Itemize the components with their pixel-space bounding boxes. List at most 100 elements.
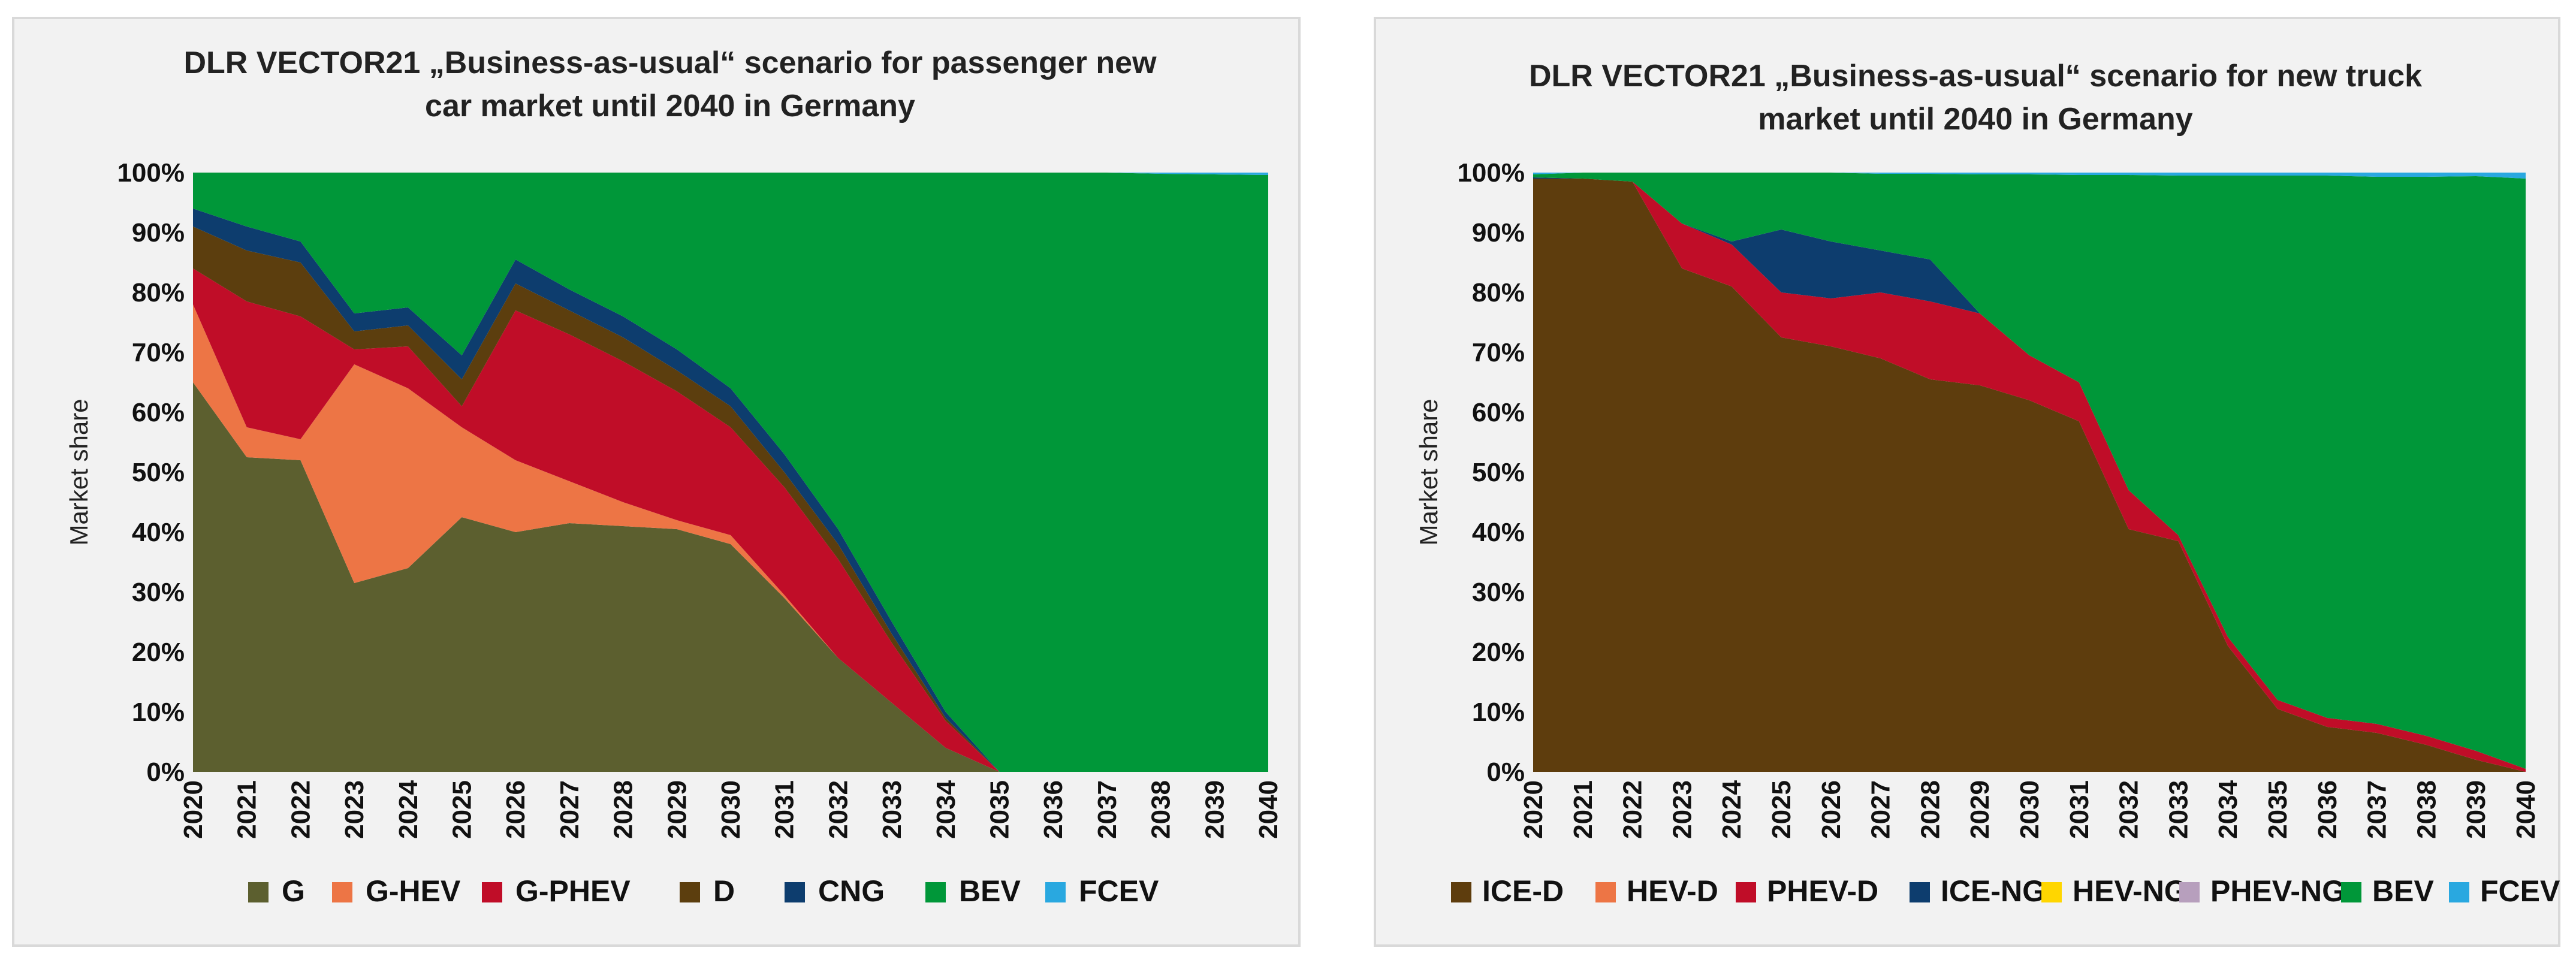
x-tick-label: 2025 [448, 780, 477, 839]
x-tick-label: 2026 [501, 780, 530, 839]
x-tick-label: 2039 [2462, 780, 2491, 839]
y-tick-label: 10% [132, 698, 185, 727]
y-axis-title: Market share [1414, 399, 1443, 545]
chart-title-line-1: DLR VECTOR21 „Business-as-usual“ scenari… [183, 46, 1157, 80]
legend-swatch [2041, 882, 2062, 902]
x-tick-label: 2038 [1147, 780, 1176, 839]
x-tick-label: 2032 [824, 780, 853, 839]
legend-item-hev-ng: HEV-NG [2041, 874, 2188, 908]
legend-item-g-phev: G-PHEV [482, 874, 631, 908]
y-tick-label: 30% [132, 578, 185, 607]
y-tick-label: 60% [1472, 398, 1525, 427]
y-tick-label: 80% [132, 278, 185, 307]
x-tick-label: 2037 [2363, 780, 2392, 839]
y-tick-label: 20% [132, 638, 185, 667]
legend-swatch [2449, 882, 2469, 902]
legend-swatch [248, 882, 269, 902]
x-tick-label: 2021 [233, 780, 262, 839]
area-series-d [193, 227, 1268, 772]
y-tick-label: 50% [1472, 458, 1525, 487]
legend-item-ice-d: ICE-D [1451, 874, 1564, 908]
legend-swatch [1045, 882, 1066, 902]
x-tick-label: 2030 [2015, 780, 2044, 839]
x-tick-label: 2024 [1717, 780, 1747, 838]
legend-item-phev-ng: PHEV-NG [2179, 874, 2345, 908]
legend-label: PHEV-NG [2210, 874, 2345, 908]
legend-swatch [2179, 882, 2200, 902]
legend-item-phev-d: PHEV-D [1736, 874, 1878, 908]
legend-swatch [1451, 882, 1471, 902]
y-tick-label: 100% [117, 158, 185, 188]
legend-label: D [713, 874, 735, 908]
truck-chart: DLR VECTOR21 „Business-as-usual“ scenari… [1414, 59, 2560, 908]
y-tick-label: 70% [1472, 338, 1525, 367]
legend-item-fcev: FCEV [1045, 874, 1159, 908]
legend-item-hev-d: HEV-D [1595, 874, 1718, 908]
x-tick-label: 2028 [1916, 780, 1945, 839]
x-tick-label: 2028 [609, 780, 638, 839]
x-tick-label: 2029 [662, 780, 692, 839]
x-tick-label: 2036 [1039, 780, 1068, 839]
legend-label: HEV-NG [2073, 874, 2188, 908]
y-tick-label: 10% [1472, 698, 1525, 727]
x-tick-label: 2020 [1519, 780, 1548, 839]
legend-item-d: D [680, 874, 735, 908]
legend-label: BEV [959, 874, 1021, 908]
x-tick-label: 2037 [1093, 780, 1122, 839]
x-tick-label: 2036 [2313, 780, 2342, 839]
x-tick-label: 2022 [286, 780, 315, 839]
x-tick-label: 2030 [716, 780, 746, 839]
y-tick-label: 50% [132, 458, 185, 487]
legend-item-g: G [248, 874, 305, 908]
area-series-bev [193, 173, 1268, 772]
y-tick-label: 0% [146, 757, 185, 787]
x-tick-label: 2040 [2511, 780, 2541, 839]
x-tick-label: 2029 [1965, 780, 1995, 839]
legend-swatch [332, 882, 352, 902]
area-series-g-hev [193, 304, 1268, 772]
area-series-fcev [1533, 173, 2526, 179]
y-tick-label: 80% [1472, 278, 1525, 307]
y-tick-label: 60% [132, 398, 185, 427]
x-tick-label: 2038 [2412, 780, 2441, 839]
legend-swatch [1736, 882, 1756, 902]
legend-label: ICE-D [1482, 874, 1564, 908]
x-tick-label: 2032 [2115, 780, 2144, 839]
legend-label: BEV [2372, 874, 2434, 908]
legend-swatch [482, 882, 502, 902]
area-series-fcev [193, 173, 1268, 175]
x-tick-label: 2031 [770, 780, 800, 839]
legend-swatch [1595, 882, 1616, 902]
legend-item-fcev: FCEV [2449, 874, 2560, 908]
legend-swatch [680, 882, 700, 902]
y-axis-title: Market share [65, 399, 93, 545]
legend-item-ice-ng: ICE-NG [1910, 874, 2046, 908]
legend-item-g-hev: G-HEV [332, 874, 461, 908]
y-tick-label: 20% [1472, 638, 1525, 667]
x-tick-label: 2035 [985, 780, 1015, 839]
x-tick-label: 2023 [1667, 780, 1697, 839]
x-tick-label: 2034 [931, 780, 961, 838]
y-tick-label: 70% [132, 338, 185, 367]
legend-label: G-HEV [366, 874, 461, 908]
y-tick-label: 30% [1472, 578, 1525, 607]
x-tick-label: 2026 [1817, 780, 1846, 839]
passenger-car-chart-panel: DLR VECTOR21 „Business-as-usual“ scenari… [12, 17, 1301, 947]
legend-label: FCEV [1079, 874, 1159, 908]
legend-item-bev: BEV [925, 874, 1021, 908]
x-tick-label: 2022 [1618, 780, 1648, 839]
legend-label: ICE-NG [1941, 874, 2046, 908]
x-tick-label: 2039 [1200, 780, 1229, 839]
x-tick-label: 2023 [340, 780, 369, 839]
x-tick-label: 2034 [2213, 780, 2243, 838]
legend-label: FCEV [2480, 874, 2560, 908]
x-tick-label: 2040 [1254, 780, 1283, 839]
legend-swatch [785, 882, 805, 902]
area-series-phev-d [1533, 179, 2526, 772]
legend-swatch [925, 882, 946, 902]
x-tick-label: 2021 [1568, 780, 1598, 839]
legend-label: CNG [818, 874, 885, 908]
area-series-g-phev [193, 268, 1268, 772]
x-tick-label: 2033 [877, 780, 907, 839]
y-tick-label: 90% [1472, 218, 1525, 247]
